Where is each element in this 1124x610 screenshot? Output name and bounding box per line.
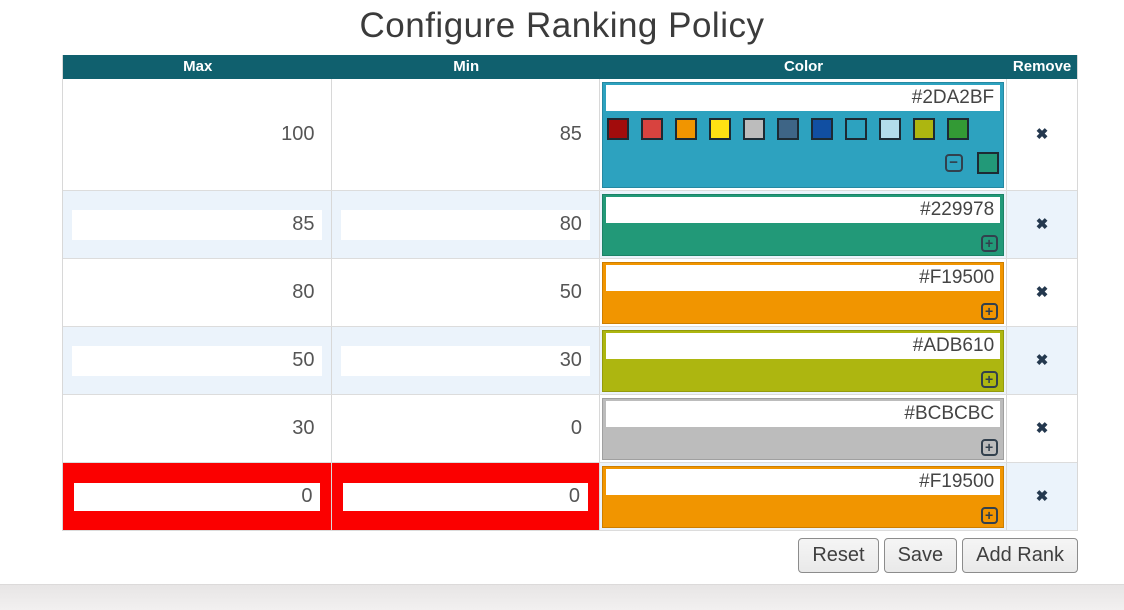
- color-swatch[interactable]: [743, 117, 766, 140]
- max-input[interactable]: [74, 482, 321, 511]
- color-picker-widget: +: [602, 397, 1004, 460]
- remove-cell: ✖: [1007, 463, 1077, 530]
- color-cell: −: [599, 79, 1008, 190]
- color-hex-input[interactable]: [605, 84, 1001, 111]
- min-input[interactable]: [341, 413, 590, 444]
- expand-palette-icon[interactable]: +: [980, 438, 998, 456]
- max-input[interactable]: [72, 119, 323, 150]
- min-input[interactable]: [341, 209, 590, 240]
- color-hex-input[interactable]: [605, 332, 1001, 359]
- color-hex-input[interactable]: [605, 196, 1001, 223]
- save-button[interactable]: Save: [883, 538, 958, 573]
- remove-cell: ✖: [1007, 191, 1077, 258]
- max-input[interactable]: [72, 345, 323, 376]
- page-title: Configure Ranking Policy: [359, 6, 765, 45]
- remove-cell: ✖: [1007, 395, 1077, 462]
- header-remove: Remove: [1012, 58, 1072, 75]
- remove-row-icon[interactable]: ✖: [1035, 126, 1049, 143]
- table-row: + ✖: [63, 191, 1077, 259]
- color-swatch[interactable]: [811, 117, 834, 140]
- color-hex-input[interactable]: [605, 400, 1001, 427]
- expand-palette-icon[interactable]: +: [980, 506, 998, 524]
- color-picker-widget: +: [602, 193, 1004, 256]
- reset-button[interactable]: Reset: [798, 538, 879, 573]
- color-swatch[interactable]: [913, 117, 936, 140]
- max-cell: [63, 259, 333, 326]
- remove-row-icon[interactable]: ✖: [1035, 216, 1049, 233]
- color-cell: +: [599, 259, 1008, 326]
- max-cell: [63, 327, 333, 394]
- remove-cell: ✖: [1007, 259, 1077, 326]
- color-cell: +: [599, 327, 1008, 394]
- color-cell: +: [599, 191, 1008, 258]
- min-cell: [332, 395, 600, 462]
- footer-band: [0, 584, 1124, 610]
- max-input[interactable]: [72, 209, 323, 240]
- remove-cell: ✖: [1007, 327, 1077, 394]
- max-cell: [63, 395, 333, 462]
- header-min: Min: [453, 58, 480, 75]
- remove-row-icon[interactable]: ✖: [1035, 352, 1049, 369]
- expand-palette-icon[interactable]: +: [980, 234, 998, 252]
- ranking-table: Max Min Color Remove: [62, 55, 1078, 531]
- color-palette: −: [603, 111, 1002, 178]
- color-swatch[interactable]: [879, 117, 902, 140]
- max-cell: [63, 191, 333, 258]
- color-cell: +: [599, 395, 1008, 462]
- min-input[interactable]: [343, 482, 588, 511]
- max-cell: [63, 79, 333, 190]
- table-row: + ✖: [63, 259, 1077, 327]
- color-picker-widget: +: [602, 329, 1004, 392]
- color-swatch[interactable]: [675, 117, 698, 140]
- max-input[interactable]: [72, 277, 323, 308]
- collapse-palette-icon[interactable]: −: [944, 153, 963, 172]
- expand-palette-icon[interactable]: +: [980, 370, 998, 388]
- color-swatch[interactable]: [607, 117, 630, 140]
- color-swatch[interactable]: [777, 117, 800, 140]
- min-cell: [332, 191, 600, 258]
- min-cell: [332, 327, 600, 394]
- color-swatch[interactable]: [947, 117, 970, 140]
- remove-cell: ✖: [1007, 79, 1077, 190]
- min-cell-error: [332, 463, 600, 530]
- min-input[interactable]: [341, 345, 590, 376]
- color-picker-widget: +: [602, 261, 1004, 324]
- color-cell: +: [599, 463, 1008, 530]
- table-row: + ✖: [63, 463, 1077, 531]
- expand-palette-icon[interactable]: +: [980, 302, 998, 320]
- min-input[interactable]: [341, 277, 590, 308]
- min-input[interactable]: [341, 119, 590, 150]
- header-color: Color: [783, 58, 824, 75]
- color-picker-widget: −: [602, 81, 1004, 188]
- action-bar: Reset Save Add Rank: [62, 538, 1078, 573]
- table-row: + ✖: [63, 395, 1077, 463]
- table-row: + ✖: [63, 327, 1077, 395]
- color-hex-input[interactable]: [605, 264, 1001, 291]
- remove-row-icon[interactable]: ✖: [1035, 420, 1049, 437]
- color-swatch[interactable]: [976, 151, 999, 174]
- color-swatch[interactable]: [845, 117, 868, 140]
- min-cell: [332, 79, 600, 190]
- max-input[interactable]: [72, 413, 323, 444]
- max-cell-error: [63, 463, 333, 530]
- add-rank-button[interactable]: Add Rank: [962, 538, 1078, 573]
- min-cell: [332, 259, 600, 326]
- header-max: Max: [183, 58, 213, 75]
- table-row: − ✖: [63, 79, 1077, 191]
- remove-row-icon[interactable]: ✖: [1035, 488, 1049, 505]
- color-picker-widget: +: [602, 465, 1004, 528]
- color-swatch[interactable]: [641, 117, 664, 140]
- color-swatch[interactable]: [709, 117, 732, 140]
- color-hex-input[interactable]: [605, 468, 1001, 495]
- table-header-row: Max Min Color Remove: [63, 55, 1077, 79]
- remove-row-icon[interactable]: ✖: [1035, 284, 1049, 301]
